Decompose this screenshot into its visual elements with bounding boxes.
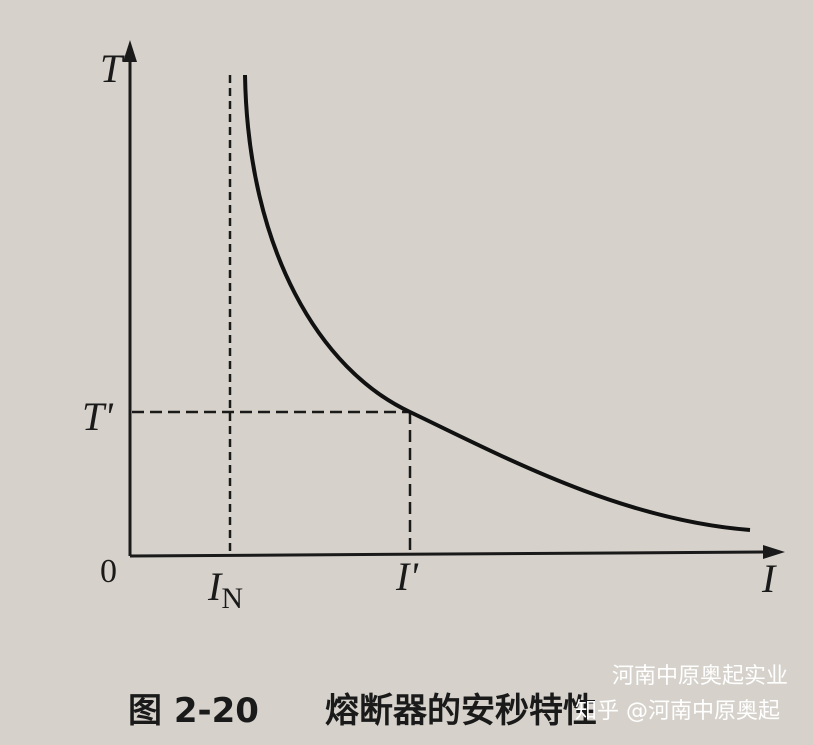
y-arrow	[123, 40, 137, 62]
rated-current-symbol: I	[207, 564, 223, 609]
x-arrow	[763, 545, 785, 559]
t-prime-label: T'	[82, 394, 114, 439]
i-prime-label: I'	[395, 554, 419, 599]
caption-title: 熔断器的安秒特性	[325, 691, 597, 731]
x-axis-label: I	[761, 556, 777, 601]
characteristic-curve	[243, 74, 751, 532]
rated-current-sub: N	[221, 582, 243, 615]
x-axis	[129, 550, 771, 558]
watermark-source: 知乎 @河南中原奥起	[575, 699, 780, 724]
y-axis-label: T	[100, 46, 125, 91]
rated-current-label: IN	[207, 564, 243, 615]
watermark-company: 河南中原奥起实业	[612, 664, 788, 689]
caption-number: 图 2-20	[128, 691, 259, 731]
origin-label: 0	[100, 553, 117, 590]
